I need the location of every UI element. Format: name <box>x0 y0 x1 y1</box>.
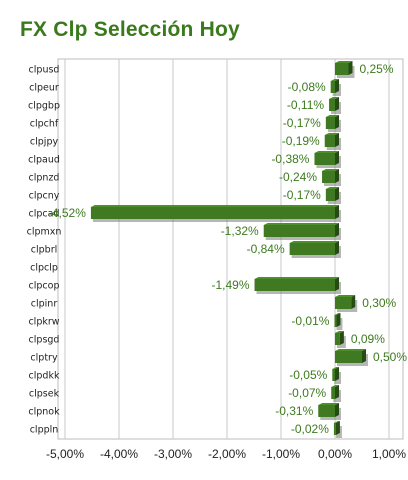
data-label: 0,25% <box>360 62 394 76</box>
bar <box>314 151 341 168</box>
category-labels: clpusd clpeur clpgbp clpchf clpjpy clpaud clpn… <box>27 65 62 436</box>
category-label: clpgbp <box>28 101 60 112</box>
category-label: clpclp <box>30 263 58 274</box>
data-label: 0,50% <box>373 350 407 364</box>
category-label: clpjpy <box>30 137 59 148</box>
plot-area-border <box>57 58 404 440</box>
bar <box>90 205 341 222</box>
category-label: clpaud <box>28 155 60 166</box>
data-label: -0,05% <box>289 368 327 382</box>
x-tick-label: -5,00% <box>46 447 84 461</box>
data-label: -0,08% <box>288 80 326 94</box>
bars <box>90 61 368 438</box>
data-label: 0,30% <box>362 296 396 310</box>
data-label: -0,19% <box>282 134 320 148</box>
category-label: clpnok <box>28 407 60 418</box>
category-label: clpcad <box>29 209 60 220</box>
bar <box>322 169 341 186</box>
x-axis-ticks: -5,00% -4,00% -3,00% -2,00% -1,00% 0,00% 1,00% <box>46 447 406 461</box>
data-label: -0,01% <box>291 314 329 328</box>
category-label: clpchf <box>30 119 59 130</box>
x-tick-label: -1,00% <box>262 447 300 461</box>
bar <box>263 223 341 240</box>
category-label: clppln <box>30 425 59 436</box>
x-tick-label: -2,00% <box>208 447 246 461</box>
data-label: 0,09% <box>351 332 385 346</box>
category-label: clpmxn <box>27 227 62 238</box>
category-label: clptry <box>30 353 58 364</box>
bar <box>335 349 368 366</box>
category-label: clpsgd <box>29 335 60 346</box>
bar <box>289 241 341 258</box>
data-label: -1,49% <box>212 278 250 292</box>
category-label: clpbrl <box>31 245 57 256</box>
data-label: -0,02% <box>291 422 329 436</box>
bar <box>331 385 341 402</box>
bar <box>329 97 341 114</box>
bar <box>332 367 341 384</box>
category-label: clpcny <box>29 191 60 202</box>
bar <box>333 421 342 438</box>
bar <box>325 187 341 204</box>
category-label: clpdkk <box>29 371 60 382</box>
bar <box>330 79 341 96</box>
bar <box>335 61 355 78</box>
data-label: -0,24% <box>279 170 317 184</box>
x-tick-label: -4,00% <box>100 447 138 461</box>
bar <box>254 277 341 294</box>
data-label: -0,17% <box>283 188 321 202</box>
gridlines <box>64 59 390 439</box>
chart-title: FX Clp Selección Hoy <box>20 18 240 41</box>
category-label: clpinr <box>31 299 58 310</box>
bar <box>324 133 341 150</box>
bar <box>335 295 358 312</box>
category-label: clpusd <box>29 65 60 76</box>
data-label: -0,38% <box>271 152 309 166</box>
category-label: clpsek <box>29 389 60 400</box>
category-label: clpkrw <box>28 317 59 328</box>
data-label: -1,32% <box>221 224 259 238</box>
x-tick-label: 1,00% <box>372 447 406 461</box>
bar <box>334 313 343 330</box>
category-label: clpnzd <box>29 173 60 184</box>
data-label: -4,52% <box>48 206 86 220</box>
bar <box>335 331 346 348</box>
data-label: -0,84% <box>247 242 285 256</box>
x-tick-label: -3,00% <box>154 447 192 461</box>
data-labels: 0,25% -0,08% -0,11% -0,17% -0,19% -0,38% -0,24… <box>48 62 407 436</box>
bar <box>325 115 341 132</box>
category-label: clpeur <box>29 83 59 94</box>
category-label: clpcop <box>29 281 60 292</box>
data-label: -0,31% <box>275 404 313 418</box>
bar <box>318 403 341 420</box>
x-tick-label: 0,00% <box>318 447 352 461</box>
data-label: -0,17% <box>283 116 321 130</box>
data-label: -0,11% <box>287 98 324 112</box>
data-label: -0,07% <box>288 386 326 400</box>
